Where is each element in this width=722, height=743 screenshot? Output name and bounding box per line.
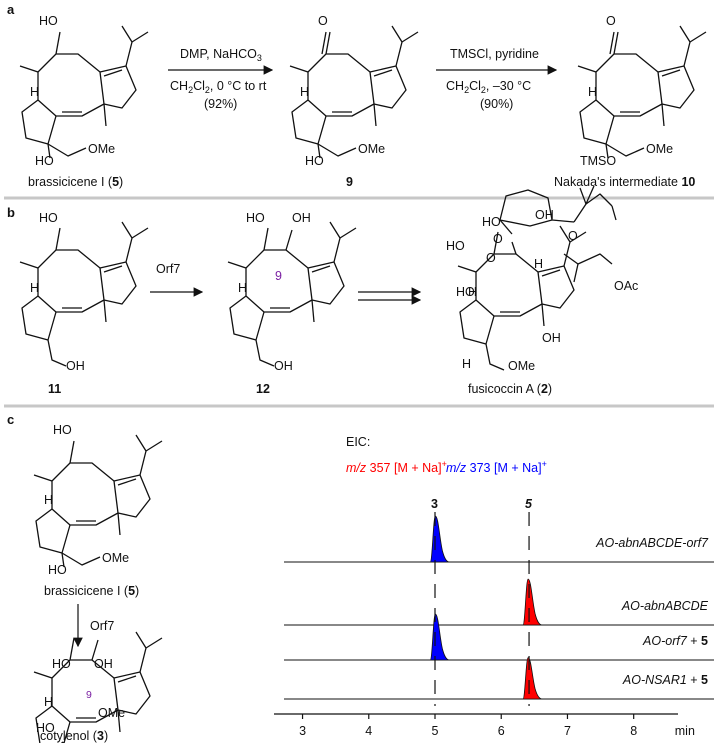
trace-label: AO-abnABCDE-orf7	[595, 536, 709, 550]
atom-label: H	[30, 281, 39, 295]
atom-label: H	[238, 281, 247, 295]
structure-brassicicene-I-c	[33, 434, 163, 568]
structure-11	[19, 221, 149, 367]
legend-entry-373: m/z 373 [M + Na]+	[446, 459, 547, 475]
structure-10	[577, 25, 707, 159]
atom-label: H	[44, 493, 53, 507]
atom-label: O	[493, 232, 503, 246]
atom-label: OH	[274, 359, 293, 373]
atom-label: HO	[36, 721, 55, 735]
atom-label: O	[606, 14, 616, 28]
compound-label-12: 12	[256, 382, 270, 396]
trace-label: AO-abnABCDE	[621, 599, 709, 613]
ring-size-label: 9	[275, 269, 282, 283]
enzyme-label: Orf7	[156, 262, 180, 276]
compound-label-2: fusicoccin A (2)	[468, 382, 552, 396]
x-axis-unit: min	[675, 724, 695, 738]
atom-label: OAc	[614, 279, 638, 293]
atom-label: H	[44, 695, 53, 709]
structure-9	[289, 25, 419, 159]
atom-label: HO	[48, 563, 67, 577]
structure-brassicicene-I	[19, 25, 149, 159]
compound-label-5-c: brassicicene I (5)	[44, 584, 139, 598]
atom-label: OMe	[646, 142, 673, 156]
yield-step1: (92%)	[204, 97, 237, 111]
x-axis-tick-label: 8	[630, 724, 637, 738]
atom-label: OH	[535, 208, 554, 222]
panel-label-b: b	[7, 205, 15, 220]
trace-label: AO-orf7 + 5	[642, 634, 708, 648]
atom-label: HO	[35, 154, 54, 168]
structure-fusicoccin-A	[457, 185, 617, 371]
chromatogram-peak	[429, 515, 450, 563]
ring-size-label: 9	[86, 689, 92, 701]
conditions-step1: CH2Cl2, 0 °C to rt	[170, 79, 267, 95]
atom-label: H	[462, 357, 471, 371]
atom-label: O	[568, 229, 578, 243]
conditions-step2: CH2Cl2, –30 °C	[446, 79, 531, 95]
atom-label: OH	[542, 331, 561, 345]
atom-label: OMe	[88, 142, 115, 156]
atom-label: OMe	[358, 142, 385, 156]
chart-title: EIC:	[346, 435, 370, 449]
eic-chromatogram: EIC: m/z 357 [M + Na]+ m/z 373 [M + Na]+…	[274, 435, 714, 738]
atom-label: HO	[39, 211, 58, 225]
reagents-step2: TMSCl, pyridine	[450, 47, 539, 61]
compound-label-10: Nakada's intermediate 10	[554, 175, 695, 189]
atom-label: H	[588, 85, 597, 99]
chromatogram-peak	[522, 657, 543, 700]
yield-step2: (90%)	[480, 97, 513, 111]
atom-label: OH	[66, 359, 85, 373]
panel-label-a: a	[7, 2, 15, 17]
chromatogram-peak	[429, 613, 450, 661]
compound-label-11: 11	[48, 382, 61, 396]
x-axis-tick-label: 5	[432, 724, 439, 738]
trace-label: AO-NSAR1 + 5	[622, 673, 708, 687]
compound-label-9: 9	[346, 175, 353, 189]
atom-label: HO	[53, 423, 72, 437]
atom-label: O	[318, 14, 328, 28]
atom-label: HO	[39, 14, 58, 28]
x-axis-tick-label: 3	[299, 724, 306, 738]
retention-marker-label: 5	[525, 497, 533, 511]
structure-cotylenol	[33, 631, 163, 743]
reagents-step1: DMP, NaHCO3	[180, 47, 262, 63]
x-axis-tick-label: 7	[564, 724, 571, 738]
atom-label: TMSO	[580, 154, 616, 168]
atom-label: H	[300, 85, 309, 99]
structure-12	[227, 221, 357, 367]
enzyme-label-c: Orf7	[90, 619, 114, 633]
atom-label: OH	[94, 657, 113, 671]
atom-label: H	[468, 285, 477, 299]
chromatogram-peak	[522, 578, 543, 626]
atom-label: HO	[456, 285, 475, 299]
x-axis-tick-label: 4	[365, 724, 372, 738]
atom-label: HO	[482, 215, 501, 229]
atom-label: O	[486, 251, 496, 265]
atom-label: OH	[292, 211, 311, 225]
atom-label: HO	[305, 154, 324, 168]
retention-marker-label: 3	[431, 497, 438, 511]
atom-label: OMe	[102, 551, 129, 565]
panel-label-c: c	[7, 412, 14, 427]
atom-label: OMe	[98, 706, 125, 720]
atom-label: H	[30, 85, 39, 99]
x-axis-tick-label: 6	[498, 724, 505, 738]
atom-label: HO	[52, 657, 71, 671]
compound-label-3: cotylenol (3)	[40, 729, 108, 743]
atom-label: H	[534, 257, 543, 271]
atom-label: HO	[246, 211, 265, 225]
legend-entry-357: m/z 357 [M + Na]+	[346, 459, 447, 475]
compound-label-5: brassicicene I (5)	[28, 175, 123, 189]
atom-label: OMe	[508, 359, 535, 373]
atom-label: HO	[446, 239, 465, 253]
